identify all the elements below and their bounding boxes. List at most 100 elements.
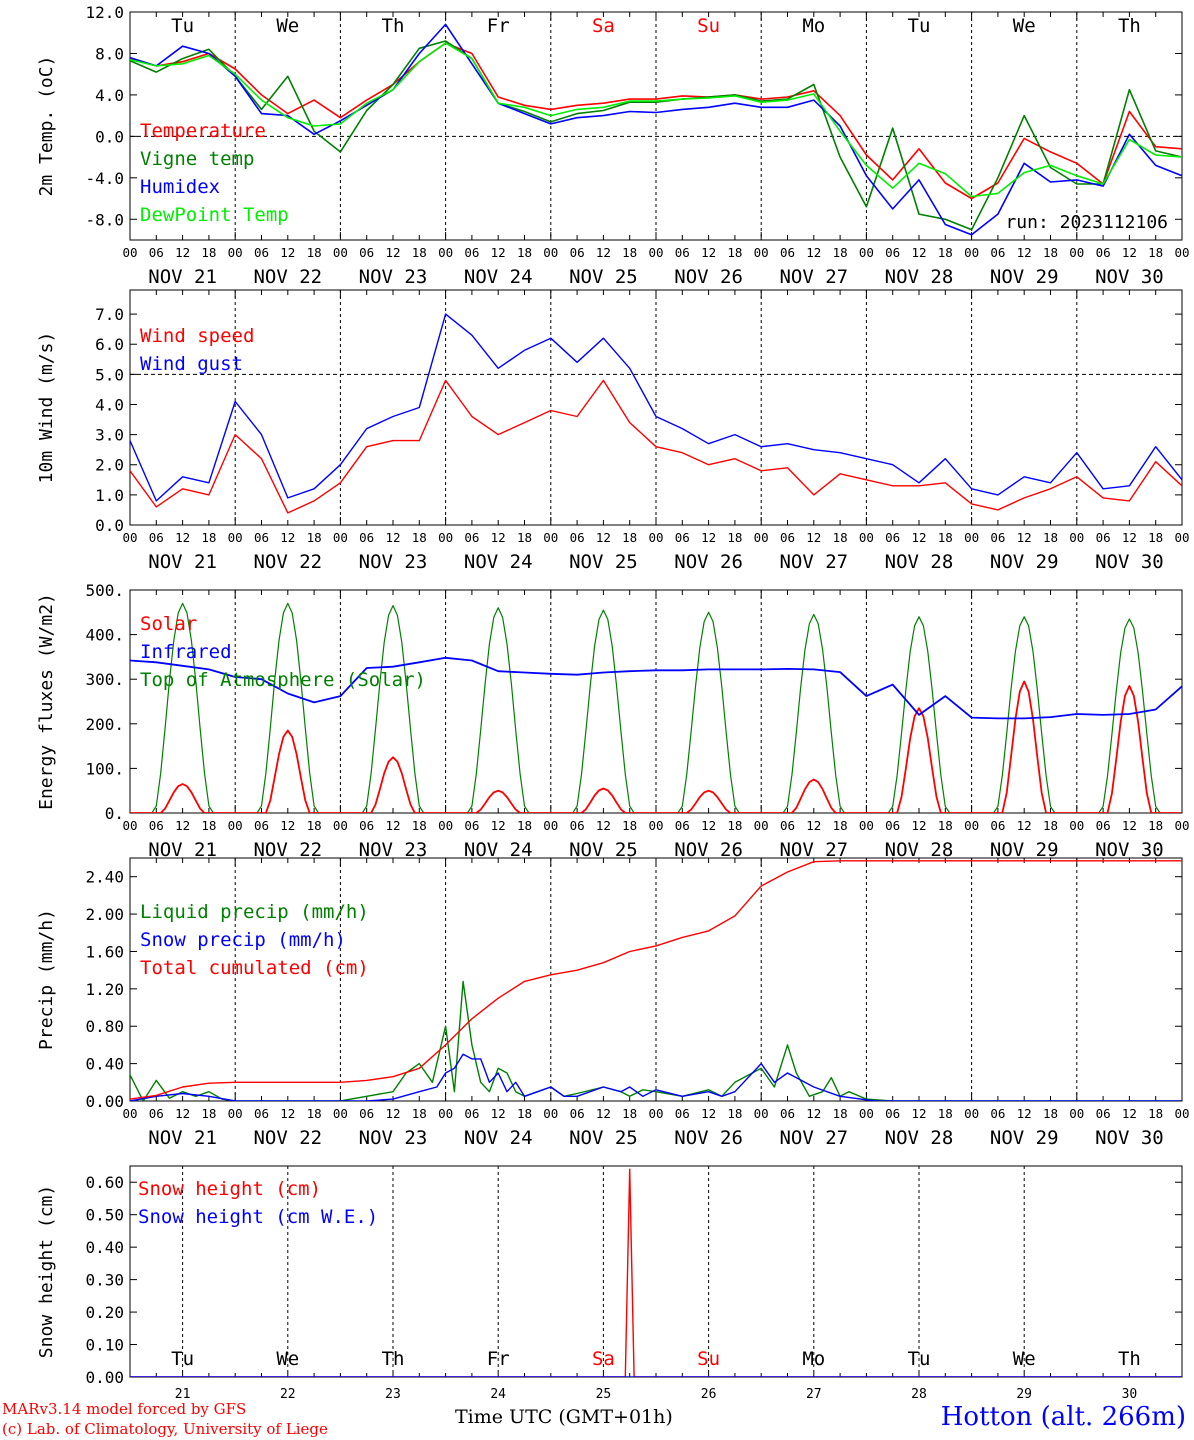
date-label: NOV 30 [1095,1127,1164,1149]
hour-tick-label: 06 [254,245,269,260]
date-label: NOV 28 [885,839,954,861]
date-label: NOV 30 [1095,551,1164,573]
hour-tick-label: 00 [543,530,558,545]
hour-tick-label: 18 [938,1106,953,1121]
hour-tick-label: 12 [1017,818,1032,833]
date-label: NOV 22 [253,551,322,573]
y-tick-label: 200. [85,715,124,734]
hour-tick-label: 12 [280,530,295,545]
date-label: NOV 27 [779,266,848,288]
hour-tick-label: 00 [438,818,453,833]
hour-tick-label: 00 [859,818,874,833]
wind-gust-line [130,313,1182,502]
y-tick-label: 0.60 [85,1173,124,1192]
hour-tick-label: 12 [491,1106,506,1121]
plot-frame [129,589,1183,814]
hour-tick-label: 00 [228,818,243,833]
hour-tick-label: 18 [622,1106,637,1121]
hour-tick-label: 06 [990,818,1005,833]
legend-entry: Solar [140,613,197,635]
date-label: NOV 24 [464,1127,533,1149]
date-label: NOV 23 [359,1127,428,1149]
hour-tick-label: 00 [1069,530,1084,545]
date-label: NOV 27 [779,551,848,573]
y-tick-label: -4.0 [85,169,124,188]
series-group [130,313,1182,514]
hour-tick-label: 12 [491,818,506,833]
hour-tick-label: 06 [990,245,1005,260]
infrared-line [130,656,1182,720]
legend-entry: Wind speed [140,325,254,347]
weekday-label: Fr [487,1348,510,1370]
hour-tick-label: 00 [333,1106,348,1121]
weekday-label: We [1013,15,1036,37]
hour-tick-label: 06 [149,1106,164,1121]
hour-tick-label: 06 [149,530,164,545]
weekday-label: Tu [171,15,194,37]
y-tick-label: 400. [85,626,124,645]
hour-tick-label: 18 [622,530,637,545]
date-label: NOV 28 [885,551,954,573]
hour-tick-label: 00 [964,245,979,260]
legend-entry: Snow precip (mm/h) [140,929,346,951]
hour-tick-label: 18 [201,1106,216,1121]
series-group [130,1168,1182,1377]
hour-tick-label: 18 [727,530,742,545]
hour-tick-label: 18 [727,818,742,833]
hour-tick-label: 18 [517,245,532,260]
hour-tick-label: 00 [543,245,558,260]
hour-tick-label: 12 [701,530,716,545]
hour-tick-label: 18 [833,818,848,833]
hour-tick-label: 00 [333,818,348,833]
y-tick-label: 300. [85,670,124,689]
hour-tick-label: 18 [307,818,322,833]
hour-tick-label: 18 [412,1106,427,1121]
hour-tick-label: 06 [990,530,1005,545]
date-label: NOV 30 [1095,266,1164,288]
hour-tick-label: 00 [228,245,243,260]
hour-tick-label: 18 [727,245,742,260]
legend-entry: Top of Atmosphere (Solar) [140,669,426,691]
y-tick-label: 8.0 [95,44,124,63]
dewpoint-temp-line [130,42,1182,198]
hour-tick-label: 18 [517,530,532,545]
date-label: NOV 22 [253,839,322,861]
date-label: NOV 24 [464,266,533,288]
weekday-label: Su [697,15,720,37]
day-number-label: 26 [701,1387,717,1402]
hour-tick-label: 12 [701,245,716,260]
liquid-precip-mm-h-line [130,980,1182,1101]
day-number-label: 30 [1122,1387,1138,1402]
hour-tick-label: 00 [648,245,663,260]
date-label: NOV 29 [990,839,1059,861]
hour-tick-label: 12 [806,245,821,260]
weekday-label: Fr [487,15,510,37]
wind-speed-line [130,379,1182,514]
legend-entry: Vigne temp [140,148,254,170]
hour-tick-label: 12 [1122,245,1137,260]
date-label: NOV 27 [779,839,848,861]
day-number-label: 24 [490,1387,506,1402]
hour-tick-label: 18 [307,245,322,260]
hour-tick-label: 18 [201,245,216,260]
hour-tick-label: 06 [675,1106,690,1121]
y-tick-label: 0.20 [85,1303,124,1322]
hour-tick-label: 18 [517,818,532,833]
run-annotation: run: 2023112106 [1005,212,1168,233]
vigne-temp-line [130,40,1182,231]
legend-entry: Liquid precip (mm/h) [140,901,369,923]
hour-tick-label: 12 [280,818,295,833]
hour-tick-label: 00 [648,530,663,545]
y-tick-label: 2.40 [85,868,124,887]
hour-tick-label: 06 [464,530,479,545]
y-tick-label: 5.0 [95,365,124,384]
hour-tick-label: 06 [464,818,479,833]
hour-tick-label: 12 [1017,530,1032,545]
hour-tick-label: 18 [833,1106,848,1121]
weekday-label: Tu [171,1348,194,1370]
hour-tick-label: 06 [359,245,374,260]
weekday-label: Th [382,1348,405,1370]
y-tick-label: 1.20 [85,980,124,999]
date-label: NOV 22 [253,1127,322,1149]
